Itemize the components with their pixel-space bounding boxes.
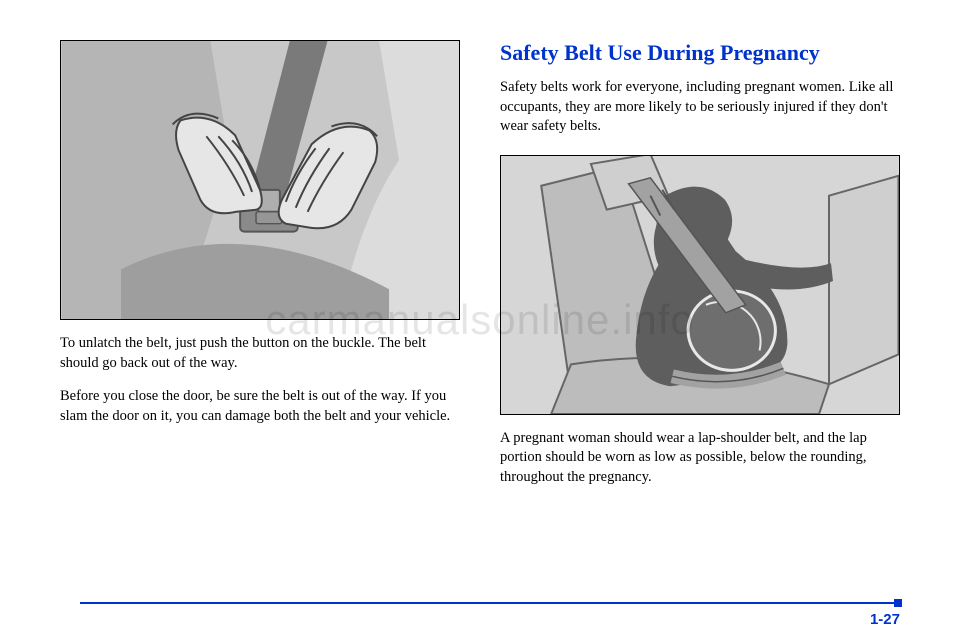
right-column: Safety Belt Use During Pregnancy Safety …: [500, 40, 900, 530]
page-content: To unlatch the belt, just push the butto…: [0, 0, 960, 560]
illustration-pregnant-belt: [500, 155, 900, 415]
page-number: 1-27: [870, 611, 900, 628]
section-heading: Safety Belt Use During Pregnancy: [500, 40, 900, 66]
left-paragraph-1: To unlatch the belt, just push the butto…: [60, 334, 460, 373]
left-paragraph-2: Before you close the door, be sure the b…: [60, 387, 460, 426]
left-column: To unlatch the belt, just push the butto…: [60, 40, 460, 530]
illustration-unlatch-belt: [60, 40, 460, 320]
right-paragraph-1: Safety belts work for everyone, includin…: [500, 78, 900, 137]
footer-rule: [80, 602, 900, 604]
right-paragraph-2: A pregnant woman should wear a lap-shoul…: [500, 429, 900, 488]
